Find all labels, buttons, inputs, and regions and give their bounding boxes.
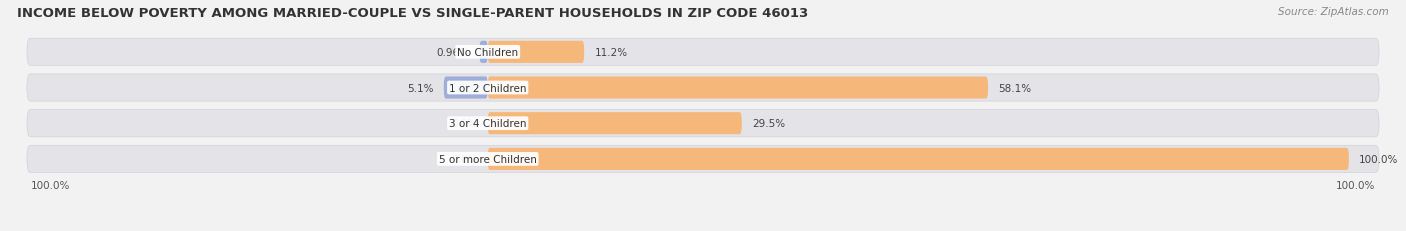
FancyBboxPatch shape (444, 77, 488, 99)
Text: 3 or 4 Children: 3 or 4 Children (449, 119, 526, 129)
Text: 5 or more Children: 5 or more Children (439, 154, 537, 164)
FancyBboxPatch shape (488, 113, 742, 135)
FancyBboxPatch shape (27, 110, 1379, 137)
Text: INCOME BELOW POVERTY AMONG MARRIED-COUPLE VS SINGLE-PARENT HOUSEHOLDS IN ZIP COD: INCOME BELOW POVERTY AMONG MARRIED-COUPL… (17, 7, 808, 20)
Text: 100.0%: 100.0% (31, 180, 70, 190)
Text: 0.0%: 0.0% (451, 119, 478, 129)
FancyBboxPatch shape (27, 146, 1379, 173)
Text: 0.0%: 0.0% (451, 154, 478, 164)
Text: 0.96%: 0.96% (436, 48, 470, 58)
Text: 58.1%: 58.1% (998, 83, 1032, 93)
Text: No Children: No Children (457, 48, 519, 58)
FancyBboxPatch shape (27, 75, 1379, 102)
FancyBboxPatch shape (488, 42, 583, 64)
Text: 100.0%: 100.0% (1336, 180, 1375, 190)
Text: 29.5%: 29.5% (752, 119, 785, 129)
FancyBboxPatch shape (27, 39, 1379, 66)
Text: 11.2%: 11.2% (595, 48, 627, 58)
Text: 1 or 2 Children: 1 or 2 Children (449, 83, 526, 93)
FancyBboxPatch shape (479, 42, 488, 64)
Text: 5.1%: 5.1% (406, 83, 433, 93)
FancyBboxPatch shape (488, 77, 988, 99)
Text: 100.0%: 100.0% (1360, 154, 1399, 164)
FancyBboxPatch shape (488, 148, 1348, 170)
Text: Source: ZipAtlas.com: Source: ZipAtlas.com (1278, 7, 1389, 17)
